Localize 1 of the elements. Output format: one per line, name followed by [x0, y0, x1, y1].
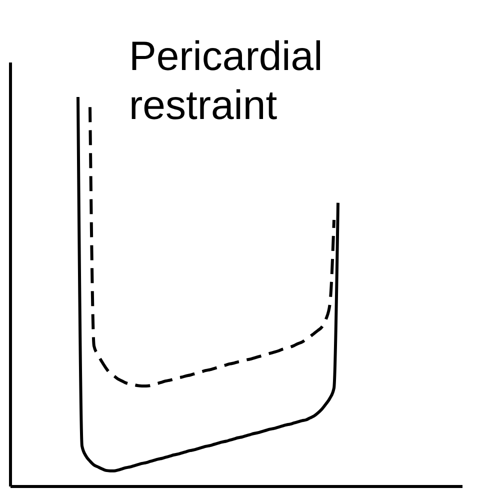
chart-title: Pericardial restraint [129, 33, 323, 128]
